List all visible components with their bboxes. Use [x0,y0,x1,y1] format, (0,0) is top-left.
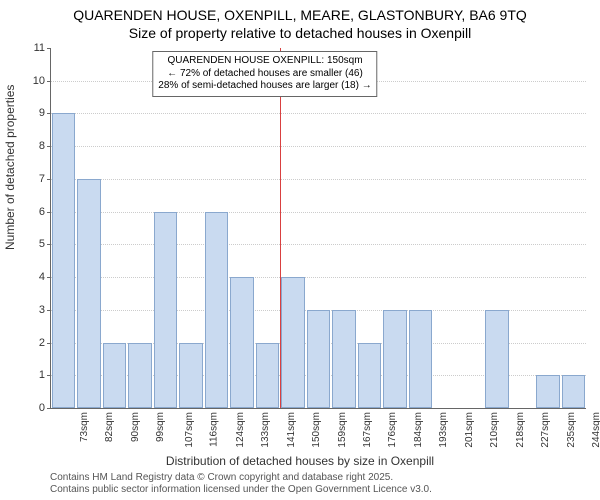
bar [536,375,559,408]
y-tick-label: 5 [39,238,45,250]
chart-title: QUARENDEN HOUSE, OXENPILL, MEARE, GLASTO… [0,0,600,42]
x-tick-label: 218sqm [515,412,526,448]
y-tick-mark [47,179,51,180]
x-tick-label: 184sqm [413,412,424,448]
x-tick-label: 124sqm [234,412,245,448]
bar [358,343,381,408]
x-tick-label: 201sqm [464,412,475,448]
y-tick-label: 8 [39,140,45,152]
x-tick-label: 244sqm [591,412,600,448]
reference-line [280,48,281,408]
y-tick-label: 10 [33,75,45,87]
y-tick-mark [47,212,51,213]
x-tick-label: 235sqm [566,412,577,448]
x-tick-label: 107sqm [183,412,194,448]
footer-line1: Contains HM Land Registry data © Crown c… [50,472,432,484]
bar [52,113,75,408]
bar [77,179,100,408]
y-tick-mark [47,81,51,82]
y-tick-label: 11 [34,42,45,54]
footer-attribution: Contains HM Land Registry data © Crown c… [50,472,432,496]
x-tick-label: 99sqm [155,412,166,442]
footer-line2: Contains public sector information licen… [50,484,432,496]
y-tick-label: 1 [39,369,45,381]
x-tick-label: 141sqm [285,412,296,448]
annotation-box: QUARENDEN HOUSE OXENPILL: 150sqm← 72% of… [152,51,377,97]
annotation-line1: QUARENDEN HOUSE OXENPILL: 150sqm [158,55,371,68]
gridline [51,113,586,114]
bar [383,310,406,408]
bar [205,212,228,408]
x-tick-label: 210sqm [489,412,500,448]
y-tick-mark [47,408,51,409]
y-tick-mark [47,146,51,147]
gridline [51,146,586,147]
bar [409,310,432,408]
bar [485,310,508,408]
x-axis-label: Distribution of detached houses by size … [0,454,600,468]
bar [179,343,202,408]
x-tick-label: 193sqm [438,412,449,448]
y-axis-label: Number of detached properties [3,85,17,250]
title-line2: Size of property relative to detached ho… [0,24,600,42]
y-tick-label: 2 [39,337,45,349]
y-tick-label: 7 [39,173,45,185]
x-tick-label: 167sqm [362,412,373,448]
x-tick-label: 227sqm [540,412,551,448]
y-tick-label: 6 [39,206,45,218]
gridline [51,212,586,213]
chart-container: QUARENDEN HOUSE, OXENPILL, MEARE, GLASTO… [0,0,600,500]
x-tick-label: 82sqm [104,412,115,442]
gridline [51,244,586,245]
y-tick-mark [47,244,51,245]
annotation-line3: 28% of semi-detached houses are larger (… [158,80,371,93]
x-tick-label: 90sqm [130,412,141,442]
y-tick-mark [47,310,51,311]
x-tick-label: 73sqm [79,412,90,442]
bar [281,277,304,408]
bar [103,343,126,408]
gridline [51,277,586,278]
y-tick-label: 3 [39,304,45,316]
bar [332,310,355,408]
annotation-line2: ← 72% of detached houses are smaller (46… [158,68,371,81]
x-tick-label: 133sqm [260,412,271,448]
y-tick-label: 9 [39,107,45,119]
bar [230,277,253,408]
bar [154,212,177,408]
bar [256,343,279,408]
y-tick-mark [47,48,51,49]
y-tick-label: 0 [39,402,45,414]
x-tick-label: 150sqm [311,412,322,448]
plot-area: 0123456789101173sqm82sqm90sqm99sqm107sqm… [50,48,586,409]
x-tick-label: 176sqm [387,412,398,448]
y-tick-mark [47,375,51,376]
y-tick-mark [47,343,51,344]
bar [562,375,585,408]
gridline [51,179,586,180]
bar [307,310,330,408]
title-line1: QUARENDEN HOUSE, OXENPILL, MEARE, GLASTO… [0,6,600,24]
x-tick-label: 116sqm [209,412,220,447]
y-tick-mark [47,277,51,278]
x-tick-label: 159sqm [336,412,347,448]
y-tick-label: 4 [39,271,45,283]
bar [128,343,151,408]
y-tick-mark [47,113,51,114]
